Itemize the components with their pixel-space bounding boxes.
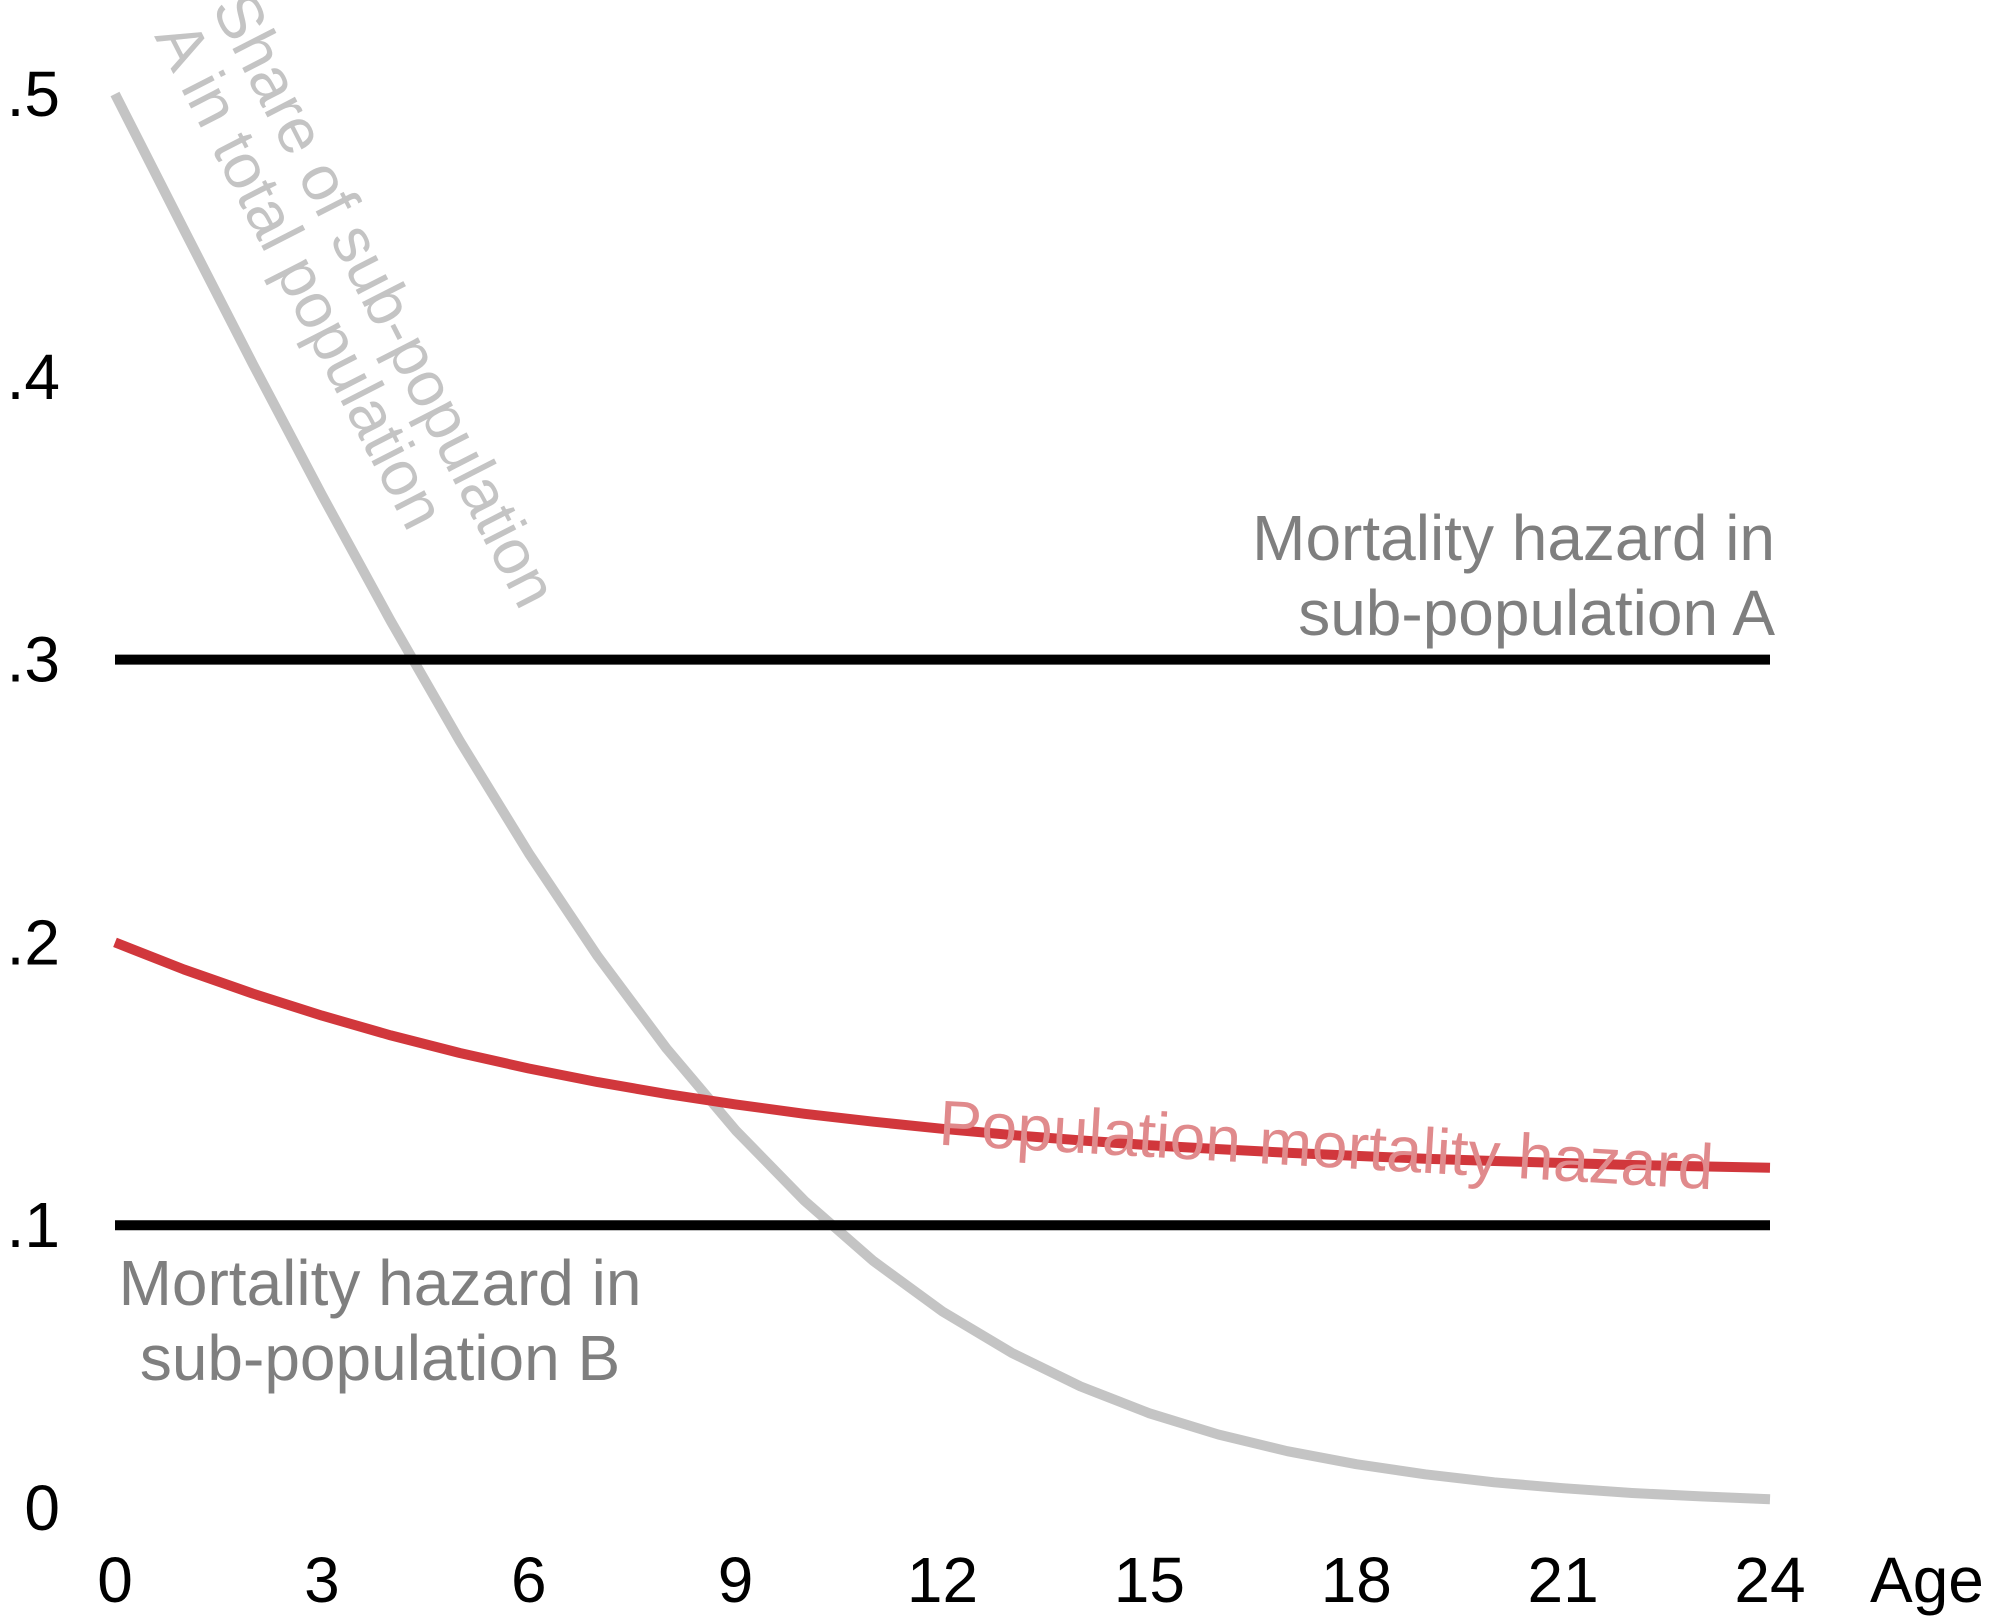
x-tick-label: 24: [1734, 1544, 1805, 1616]
x-tick-label: 12: [907, 1544, 978, 1616]
series-layer: [110, 91, 1771, 1505]
x-tick-label: 0: [97, 1544, 133, 1616]
x-tick-label: 9: [718, 1544, 754, 1616]
series-label-1: Mortality hazard in sub-population B: [119, 1247, 642, 1394]
y-tick-label: .5: [7, 58, 60, 130]
y-tick-label: .3: [7, 624, 60, 696]
x-tick-label: 15: [1114, 1544, 1185, 1616]
x-axis-label: Age: [1870, 1544, 1984, 1616]
annot-layer: Mortality hazard in sub-population A Morta…: [119, 0, 1776, 1394]
y-tick-label: .4: [7, 341, 60, 413]
y-tick-label: 0: [24, 1472, 60, 1544]
tick-layer: 0 3 6 9 12 15 18 21 24 0 .1 .2 .3 .4 .5: [7, 58, 1806, 1616]
x-tick-label: 18: [1321, 1544, 1392, 1616]
y-tick-label: .1: [7, 1189, 60, 1261]
x-tick-label: 6: [511, 1544, 547, 1616]
x-tick-label: 21: [1528, 1544, 1599, 1616]
series-label-2: Population mortality hazard: [937, 1087, 1715, 1204]
x-tick-label: 3: [304, 1544, 340, 1616]
series-line-3: [110, 91, 1771, 1505]
series-line-2: [113, 937, 1771, 1173]
y-tick-label: .2: [7, 906, 60, 978]
series-label-0: Mortality hazard in sub-population A: [1252, 502, 1775, 649]
